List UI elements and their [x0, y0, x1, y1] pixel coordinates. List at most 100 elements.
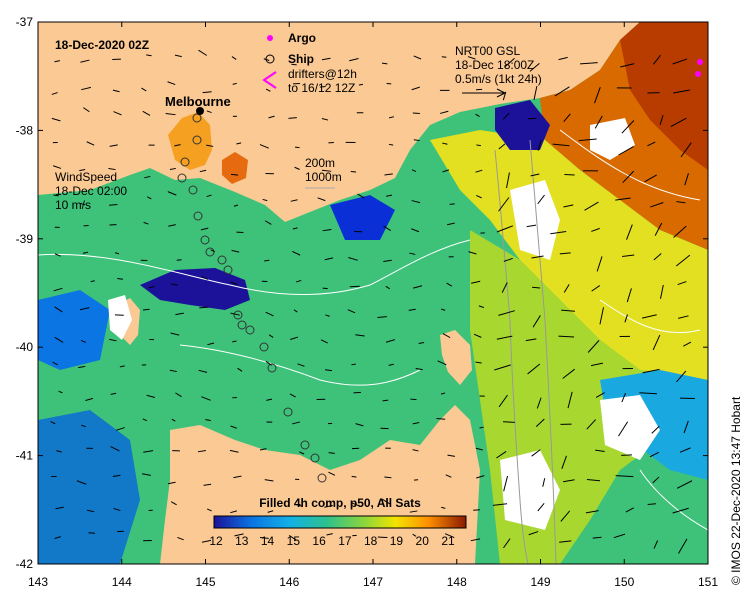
- current-vector: [615, 197, 631, 201]
- current-vector: [651, 425, 660, 434]
- current-vector: [292, 421, 301, 425]
- colorbar-gradient: [213, 515, 467, 529]
- current-vector: [412, 449, 419, 452]
- current-vector: [321, 118, 329, 121]
- current-vector: [82, 251, 89, 254]
- current-vector: [321, 169, 332, 172]
- current-vector: [639, 392, 657, 395]
- current-vector: [197, 449, 206, 453]
- current-vector: [502, 112, 510, 120]
- current-vector: [537, 502, 545, 512]
- y-axis-tick-label: -40: [16, 340, 34, 354]
- current-vector: [325, 314, 330, 317]
- current-vector: [266, 398, 273, 401]
- current-vector: [533, 85, 538, 100]
- colorbar-tick-label: 19: [390, 534, 404, 548]
- current-vector: [202, 91, 212, 94]
- current-vector: [175, 312, 184, 316]
- map-plot-area: [38, 22, 708, 564]
- current-vector: [659, 114, 664, 125]
- cloud-gap-north-east: [590, 118, 635, 160]
- current-vector: [475, 169, 483, 173]
- current-vector: [562, 368, 575, 379]
- depth-legend-200m: 200m: [305, 156, 335, 170]
- current-vector: [528, 531, 539, 536]
- current-vector: [471, 280, 481, 284]
- colorbar-tick-label: 16: [312, 534, 326, 548]
- current-vector: [321, 57, 331, 61]
- current-vector: [468, 251, 477, 255]
- current-vector: [112, 474, 121, 478]
- current-vector: [53, 287, 63, 292]
- y-axis-tick-label: -39: [16, 232, 34, 246]
- current-vector: [504, 57, 515, 68]
- current-vector: [296, 504, 303, 507]
- current-vector: [647, 503, 656, 506]
- current-vector: [680, 142, 692, 158]
- x-axis-tick-label: 144: [112, 575, 132, 589]
- current-vector: [558, 56, 568, 61]
- current-vector: [613, 533, 626, 539]
- argo-legend-label: Argo: [288, 31, 316, 45]
- current-vector: [475, 361, 482, 364]
- current-vector: [624, 314, 628, 323]
- current-vector: [210, 249, 215, 253]
- ship-track-marker: [245, 325, 255, 335]
- current-vector: [596, 256, 603, 272]
- current-vector: [470, 538, 481, 542]
- current-vector: [476, 144, 481, 147]
- melbourne-marker: [196, 107, 204, 115]
- current-vector: [290, 336, 299, 340]
- current-vector: [440, 392, 446, 395]
- current-vector: [174, 144, 181, 147]
- current-vector: [167, 81, 176, 86]
- current-vector: [437, 360, 447, 366]
- current-vector: [412, 421, 420, 425]
- current-vector: [322, 229, 332, 232]
- cold-patch-central: [140, 268, 250, 310]
- current-vector: [563, 113, 571, 123]
- current-vector: [237, 367, 243, 372]
- current-vector: [584, 201, 599, 211]
- current-vector: [560, 510, 571, 522]
- current-vector: [683, 341, 692, 347]
- current-vector: [412, 533, 417, 537]
- current-vector: [351, 502, 361, 507]
- current-vector: [117, 278, 123, 280]
- current-vector: [653, 54, 661, 65]
- colorbar-tick-label: 12: [209, 534, 223, 548]
- current-vector: [498, 394, 508, 408]
- current-vector: [165, 112, 176, 116]
- current-vector: [80, 59, 90, 63]
- current-vector: [233, 475, 242, 479]
- current-vector: [230, 425, 238, 429]
- current-vector: [265, 360, 272, 366]
- current-vector: [563, 284, 570, 293]
- current-vector: [201, 276, 208, 280]
- current-vector: [498, 197, 510, 212]
- port-phillip-bay: [168, 112, 212, 170]
- current-vector: [265, 88, 271, 92]
- current-vector: [503, 421, 515, 423]
- current-vector: [590, 362, 604, 367]
- current-vector: [498, 310, 515, 316]
- ship-track-marker: [193, 211, 203, 221]
- ship-track-marker: [192, 135, 202, 145]
- current-vector: [230, 510, 237, 514]
- current-ref-line1: NRT00 GSL: [455, 44, 520, 58]
- current-vector: [537, 194, 545, 205]
- current-vector: [529, 63, 540, 72]
- ship-track-marker: [192, 113, 202, 123]
- map-title: 18-Dec-2020 02Z: [55, 38, 149, 52]
- current-vector: [475, 113, 480, 117]
- ship-legend-icon: [265, 54, 275, 64]
- current-ref-arrowhead: [496, 88, 507, 98]
- drifters-legend-line1: drifters@12h: [288, 67, 357, 81]
- current-vector: [384, 173, 393, 176]
- current-vector: [199, 306, 209, 309]
- current-vector: [55, 506, 64, 510]
- current-vector: [142, 418, 148, 422]
- current-vector: [626, 288, 632, 303]
- current-vector: [292, 227, 298, 230]
